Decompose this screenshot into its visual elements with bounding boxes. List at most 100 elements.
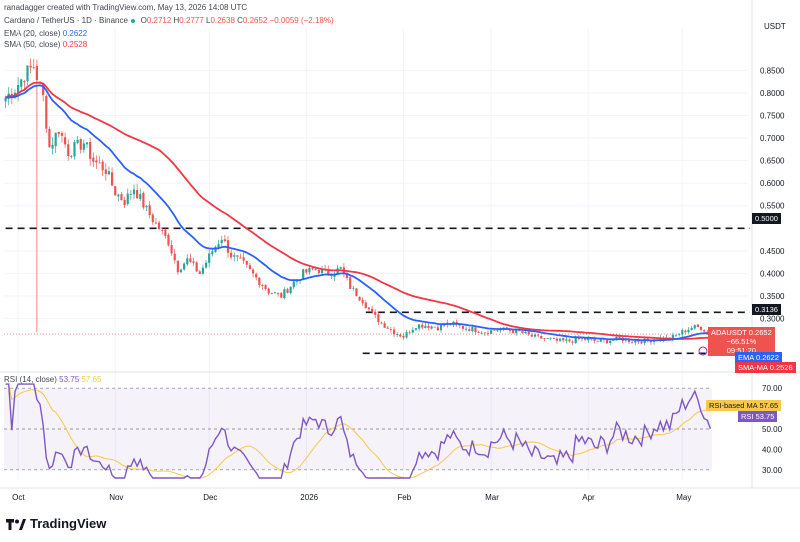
candle bbox=[179, 269, 183, 273]
date-tick-label: 2026 bbox=[300, 493, 318, 502]
candle bbox=[637, 340, 640, 342]
price-tick-label: 0.5500 bbox=[760, 202, 785, 211]
candle bbox=[198, 271, 201, 274]
candle bbox=[527, 331, 530, 335]
candle bbox=[490, 330, 493, 334]
candle bbox=[555, 338, 559, 341]
candle bbox=[57, 131, 60, 135]
candle bbox=[264, 285, 267, 290]
ema-legend[interactable]: EMA (20, close) 0.2622 bbox=[4, 29, 87, 38]
price-tick-label: 0.8000 bbox=[760, 89, 785, 98]
candle bbox=[562, 338, 565, 341]
ohlc-open: 0.2712 bbox=[146, 16, 172, 25]
candle bbox=[67, 144, 70, 157]
candle bbox=[248, 265, 252, 270]
candle bbox=[76, 139, 79, 143]
candle bbox=[383, 323, 386, 328]
sma-legend[interactable]: SMA (50, close) 0.2528 bbox=[4, 40, 87, 49]
candle bbox=[101, 161, 104, 171]
candle bbox=[515, 329, 518, 334]
candle bbox=[201, 267, 205, 274]
price-tick-label: 0.7500 bbox=[760, 112, 785, 121]
candle bbox=[414, 328, 418, 330]
candle bbox=[107, 171, 111, 175]
candle bbox=[371, 308, 374, 312]
candle bbox=[258, 277, 261, 285]
tradingview-logo: TradingView bbox=[6, 516, 106, 531]
candle bbox=[477, 332, 480, 333]
ema-legend-label: EMA (20, close) bbox=[4, 29, 61, 38]
candle bbox=[60, 132, 64, 136]
candle bbox=[164, 229, 167, 236]
candle bbox=[120, 194, 123, 201]
candle bbox=[552, 338, 555, 339]
candle bbox=[458, 324, 461, 326]
candle bbox=[73, 142, 76, 157]
candle bbox=[443, 324, 446, 326]
candle bbox=[439, 324, 443, 331]
candle bbox=[377, 314, 380, 323]
candle bbox=[436, 327, 439, 331]
candle bbox=[129, 193, 132, 195]
candle bbox=[327, 269, 330, 276]
candle bbox=[35, 66, 38, 81]
status-dot bbox=[131, 18, 136, 23]
date-tick-label: Dec bbox=[203, 493, 217, 502]
candle bbox=[587, 338, 590, 341]
rsi-ma-line bbox=[5, 383, 711, 479]
sma-price-tag: SMA-MA 0.2528 bbox=[735, 362, 796, 373]
candle bbox=[117, 194, 120, 197]
rsi-line bbox=[5, 383, 712, 479]
sma-tag-value: 0.2528 bbox=[769, 363, 793, 372]
candle bbox=[183, 263, 186, 270]
candle bbox=[430, 326, 433, 329]
candle bbox=[217, 244, 220, 248]
candle bbox=[678, 334, 681, 335]
candle bbox=[154, 222, 158, 224]
candle bbox=[480, 332, 483, 334]
candle bbox=[239, 257, 242, 259]
candle bbox=[280, 293, 283, 298]
candle bbox=[192, 261, 195, 263]
candle bbox=[421, 324, 424, 328]
candle bbox=[599, 339, 602, 342]
candle bbox=[208, 253, 211, 263]
candle bbox=[123, 199, 126, 206]
price-tick-label: 0.6500 bbox=[760, 157, 785, 166]
candle bbox=[85, 142, 89, 145]
candle bbox=[345, 273, 349, 278]
candle bbox=[29, 65, 32, 68]
candle bbox=[4, 97, 7, 102]
candle bbox=[236, 255, 239, 257]
candle bbox=[471, 326, 474, 332]
candle bbox=[627, 339, 631, 343]
sma-legend-label: SMA (50, close) bbox=[4, 40, 61, 49]
candle bbox=[474, 327, 477, 333]
candle bbox=[631, 342, 634, 344]
candle bbox=[142, 193, 145, 208]
rsi-ma-tag-label: RSI-based MA bbox=[709, 401, 758, 410]
candle bbox=[580, 337, 584, 339]
ema-tag-value: 0.2622 bbox=[755, 353, 779, 362]
price-tick-label: 0.3000 bbox=[760, 314, 785, 323]
candle bbox=[161, 230, 164, 231]
rsi-legend[interactable]: RSI (14, close) 53.75 57.65 bbox=[4, 375, 101, 384]
ada-tag-timer: 09:51:20 bbox=[726, 346, 756, 355]
candle bbox=[320, 268, 324, 274]
candle bbox=[452, 321, 455, 325]
rsi-tick-label: 50.00 bbox=[762, 425, 783, 434]
candle bbox=[511, 330, 515, 333]
price-tick-label: 0.4500 bbox=[760, 247, 785, 256]
candle bbox=[374, 311, 377, 315]
candle bbox=[104, 169, 107, 174]
candle bbox=[145, 206, 148, 208]
candle bbox=[186, 258, 189, 265]
candle bbox=[92, 157, 95, 162]
candle bbox=[349, 277, 352, 289]
candle bbox=[584, 338, 587, 340]
candle bbox=[508, 329, 512, 331]
candle bbox=[521, 331, 524, 334]
candle bbox=[314, 269, 317, 270]
candle bbox=[98, 162, 101, 164]
